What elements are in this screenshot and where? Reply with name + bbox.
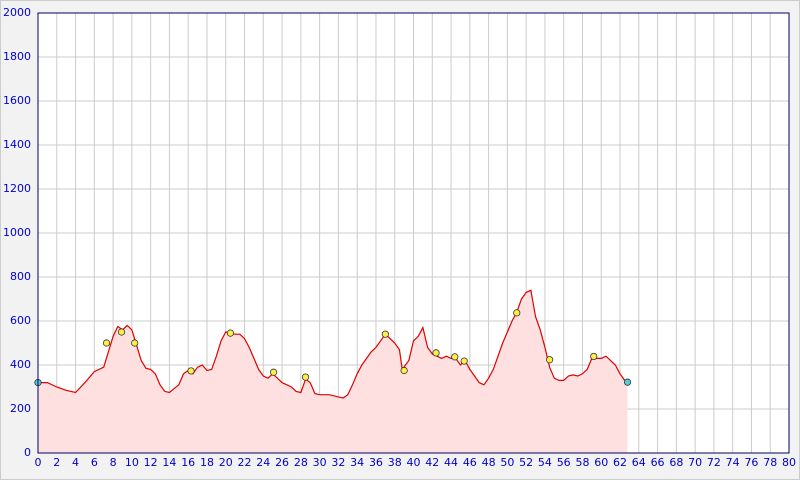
x-tick-label: 70 (688, 456, 702, 469)
x-tick-label: 4 (72, 456, 79, 469)
x-tick-label: 74 (726, 456, 740, 469)
y-tick-label: 200 (10, 402, 31, 415)
x-tick-label: 28 (294, 456, 308, 469)
waypoint-marker (226, 329, 235, 337)
waypoint-marker (451, 353, 459, 361)
x-tick-label: 38 (388, 456, 402, 469)
waypoint-marker (400, 366, 408, 375)
x-tick-label: 76 (744, 456, 758, 469)
y-tick-label: 2000 (3, 6, 31, 19)
y-tick-label: 0 (24, 446, 31, 459)
x-tick-label: 44 (444, 456, 458, 469)
plot-border (37, 12, 790, 454)
waypoint-marker (513, 309, 521, 317)
x-tick-label: 10 (125, 456, 139, 469)
waypoint-marker (623, 378, 632, 386)
waypoint-marker (117, 328, 126, 336)
x-tick-label: 30 (313, 456, 327, 469)
waypoint-marker (432, 349, 440, 357)
x-tick-label: 18 (200, 456, 214, 469)
x-tick-label: 72 (707, 456, 721, 469)
waypoint-marker (460, 357, 468, 365)
x-tick-label: 34 (350, 456, 364, 469)
x-tick-label: 2 (53, 456, 60, 469)
x-tick-label: 32 (331, 456, 345, 469)
x-tick-label: 40 (407, 456, 421, 469)
x-tick-label: 54 (538, 456, 552, 469)
y-tick-label: 400 (10, 358, 31, 371)
x-tick-label: 42 (425, 456, 439, 469)
x-tick-label: 60 (594, 456, 608, 469)
waypoint-marker (301, 373, 310, 381)
waypoint-marker (270, 368, 278, 376)
y-tick-label: 600 (10, 314, 31, 327)
x-tick-label: 48 (482, 456, 496, 469)
x-tick-label: 52 (519, 456, 533, 469)
y-tick-label: 1200 (3, 182, 31, 195)
waypoint-marker (187, 367, 195, 375)
x-tick-label: 64 (632, 456, 646, 469)
area-fill (38, 290, 628, 453)
waypoint-marker (546, 356, 554, 364)
x-tick-label: 16 (181, 456, 195, 469)
x-tick-label: 24 (256, 456, 270, 469)
x-tick-label: 50 (500, 456, 514, 469)
x-tick-label: 56 (557, 456, 571, 469)
y-tick-label: 1800 (3, 50, 31, 63)
x-tick-label: 26 (275, 456, 289, 469)
waypoint-marker (381, 330, 389, 338)
x-tick-label: 58 (575, 456, 589, 469)
x-tick-label: 14 (162, 456, 176, 469)
x-tick-label: 20 (219, 456, 233, 469)
y-tick-label: 1600 (3, 94, 31, 107)
x-tick-label: 0 (35, 456, 42, 469)
x-tick-label: 46 (463, 456, 477, 469)
x-tick-label: 6 (91, 456, 98, 469)
x-tick-label: 66 (651, 456, 665, 469)
waypoint-marker (131, 339, 139, 347)
x-tick-label: 36 (369, 456, 383, 469)
x-tick-label: 80 (782, 456, 796, 469)
x-tick-label: 68 (669, 456, 683, 469)
x-tick-label: 22 (238, 456, 252, 469)
y-tick-label: 800 (10, 270, 31, 283)
y-tick-label: 1000 (3, 226, 31, 239)
y-tick-label: 1400 (3, 138, 31, 151)
x-tick-label: 62 (613, 456, 627, 469)
waypoint-marker (590, 352, 598, 361)
x-tick-label: 12 (144, 456, 158, 469)
x-tick-label: 8 (110, 456, 117, 469)
waypoint-marker (102, 339, 111, 347)
x-tick-label: 78 (763, 456, 777, 469)
elevation-line (38, 289, 628, 399)
